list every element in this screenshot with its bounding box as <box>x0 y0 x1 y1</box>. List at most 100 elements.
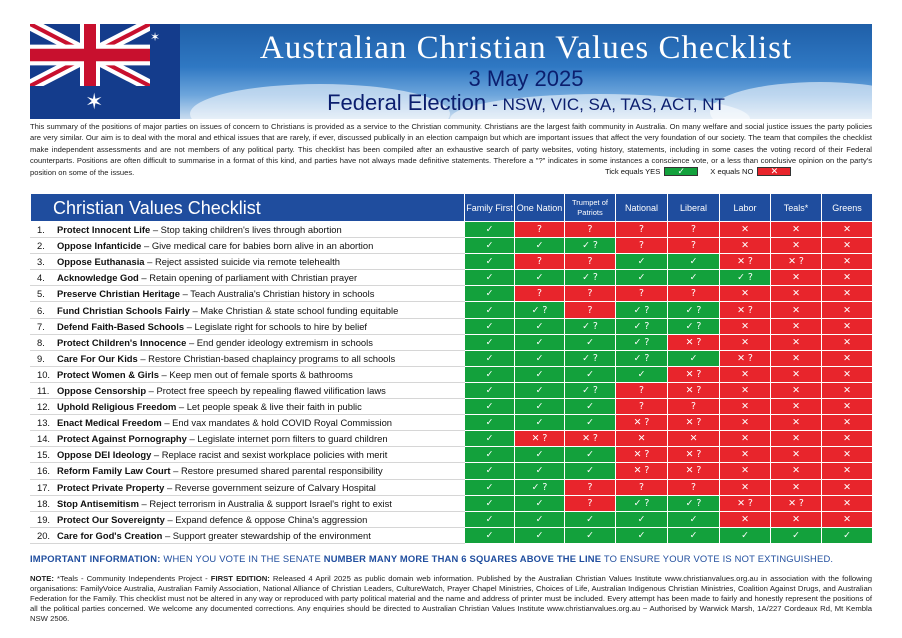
issue-cell: 9. Care For Our Kids – Restore Christian-… <box>30 349 465 367</box>
issue-description: – Give medical care for babies born aliv… <box>141 240 374 252</box>
position-mark: ✓ <box>464 398 515 416</box>
position-mark: ✓ <box>667 349 720 367</box>
position-mark: ✓ ? <box>564 237 616 255</box>
position-mark: ✓ ? <box>564 381 616 400</box>
position-mark: ✕ <box>615 430 668 448</box>
position-mark: ? <box>564 253 616 271</box>
position-mark: ✕ <box>719 285 771 303</box>
position-mark: ✕ ? <box>667 446 720 464</box>
position-mark: ✓ <box>464 365 515 383</box>
position-mark: ✓ <box>667 526 720 544</box>
table-row: 11. Oppose Censorship – Protect free spee… <box>30 381 873 400</box>
position-mark: ✓ <box>615 526 668 544</box>
table-header-row: Christian Values Checklist Family First O… <box>30 193 873 222</box>
issue-number: 20. <box>37 529 51 541</box>
table-row: 2. Oppose Infanticide – Give medical care… <box>30 237 873 255</box>
position-mark: ✕ ? <box>770 253 822 271</box>
table-row: 1. Protect Innocent Life – Stop taking ch… <box>30 220 873 239</box>
position-mark: ✓ ? <box>564 349 616 367</box>
table-row: 9. Care For Our Kids – Restore Christian-… <box>30 349 873 367</box>
banner-title: Australian Christian Values Checklist <box>259 30 793 66</box>
banner-date: 3 May 2025 <box>468 66 584 91</box>
issue-title: Oppose DEI Ideology <box>57 449 152 461</box>
position-mark: ✓ <box>514 398 565 416</box>
issue-description: – Retain opening of parliament with Chri… <box>138 272 358 284</box>
position-mark: ✕ ? <box>719 349 771 367</box>
position-mark: ✕ <box>719 333 771 351</box>
position-mark: ✕ ? <box>719 494 771 512</box>
table-row: 10. Protect Women & Girls – Keep men out … <box>30 365 873 383</box>
issue-number: 2. <box>37 240 45 252</box>
position-mark: ✓ ? <box>667 317 720 335</box>
position-mark: ✕ <box>821 446 873 464</box>
issue-title: Oppose Censorship <box>57 384 147 396</box>
position-mark: ✓ <box>464 333 515 351</box>
position-mark: ? <box>615 285 668 303</box>
position-mark: ✕ <box>821 414 873 432</box>
position-mark: ✕ ? <box>719 301 771 319</box>
position-mark: ✕ <box>719 317 771 335</box>
position-mark: ✓ <box>464 349 515 367</box>
position-mark: ✓ <box>514 269 565 287</box>
position-mark: ✓ <box>464 526 515 544</box>
issue-description: – Make Christian & state school funding … <box>189 304 399 316</box>
position-mark: ✕ <box>719 220 771 239</box>
issue-number: 13. <box>37 417 51 429</box>
position-mark: ✕ <box>719 398 771 416</box>
position-mark: ✓ <box>464 381 515 400</box>
table-row: 14. Protect Against Pornography – Legisla… <box>30 430 873 448</box>
position-mark: ✕ <box>770 237 822 255</box>
issue-title: Care For Our Kids <box>57 352 138 364</box>
issue-title: Defend Faith-Based Schools <box>57 320 185 332</box>
table-row: 18. Stop Antisemitism – Reject terrorism … <box>30 494 873 512</box>
position-mark: ✕ <box>821 510 873 528</box>
position-mark: ✕ <box>770 510 822 528</box>
position-mark: ? <box>564 220 616 239</box>
position-mark: ✕ <box>719 381 771 400</box>
position-mark: ✓ <box>667 253 720 271</box>
position-mark: ✓ <box>514 462 565 480</box>
issue-number: 6. <box>37 304 45 316</box>
issue-number: 4. <box>37 272 45 284</box>
issue-number: 19. <box>37 513 51 525</box>
position-mark: ✕ <box>719 462 771 480</box>
issue-title: Protect Innocent Life <box>57 224 151 236</box>
position-mark: ✕ <box>821 462 873 480</box>
position-mark: ✕ <box>821 269 873 287</box>
issue-cell: 16. Reform Family Law Court – Restore pre… <box>30 462 465 480</box>
table-row: 6. Fund Christian Schools Fairly – Make C… <box>30 301 873 319</box>
checklist-table: Christian Values Checklist Family First O… <box>30 193 873 544</box>
table-body: 1. Protect Innocent Life – Stop taking ch… <box>30 220 873 544</box>
position-mark: ? <box>615 220 668 239</box>
position-mark: ✕ <box>770 446 822 464</box>
position-mark: ✕ <box>719 237 771 255</box>
party-header: Teals* <box>770 193 822 222</box>
position-mark: ? <box>615 398 668 416</box>
position-mark: ✕ <box>821 494 873 512</box>
issue-description: – Reject assisted suicide via remote tel… <box>144 256 340 268</box>
position-mark: ✓ <box>514 510 565 528</box>
party-header: Labor <box>719 193 771 222</box>
position-mark: ? <box>615 381 668 400</box>
position-mark: ✓ ? <box>615 301 668 319</box>
table-row: 19. Protect Our Sovereignty – Expand defe… <box>30 510 873 528</box>
table-title: Christian Values Checklist <box>30 193 465 222</box>
position-mark: ? <box>564 494 616 512</box>
position-mark: ✕ <box>821 253 873 271</box>
position-mark: ✕ <box>821 285 873 303</box>
issue-title: Fund Christian Schools Fairly <box>57 304 190 316</box>
position-mark: ✕ <box>770 349 822 367</box>
table-row: 4. Acknowledge God – Retain opening of pa… <box>30 269 873 287</box>
position-mark: ? <box>615 478 668 496</box>
legend-no-swatch: ✕ <box>757 167 792 176</box>
position-mark: ✓ <box>464 317 515 335</box>
table-row: 17. Protect Private Property – Reverse go… <box>30 478 873 496</box>
position-mark: ✕ <box>821 333 873 351</box>
table-row: 20. Care for God's Creation – Support gre… <box>30 526 873 544</box>
position-mark: ✓ <box>514 494 565 512</box>
position-mark: ? <box>514 220 565 239</box>
issue-title: Oppose Infanticide <box>57 240 142 252</box>
position-mark: ✕ ? <box>615 462 668 480</box>
position-mark: ✕ <box>770 301 822 319</box>
issue-cell: 20. Care for God's Creation – Support gre… <box>30 526 465 544</box>
